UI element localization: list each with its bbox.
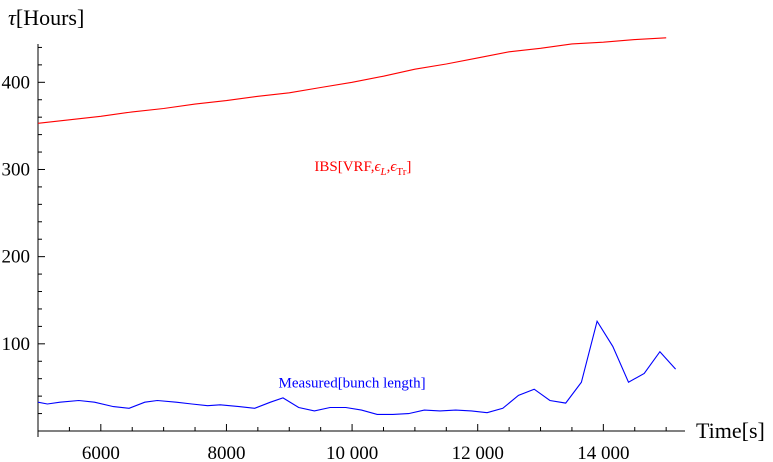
x-tick-label: 14 000 [577,443,629,462]
y-axis-title: τ[Hours] [8,5,84,30]
series-line-1 [37,319,677,415]
y-tick-label: 100 [2,334,31,355]
x-axis-title: Time[s] [696,418,765,443]
x-tick-label: 10 000 [326,443,378,462]
axes: 6000 8000 10 000 12 000 14 000 100 200 300 400 [2,44,685,462]
x-tick-label: 12 000 [452,443,504,462]
x-tick-label: 8000 [207,443,245,462]
x-tick-label: 6000 [82,443,120,462]
y-tick-label: 300 [2,159,31,180]
y-tick-label: 400 [2,72,31,93]
annotation-ibs: IBS[VRF,ϵL,ϵTr] [314,159,411,178]
series-layer [37,37,677,415]
annotation-measured: Measured[bunch length] [279,375,426,391]
y-tick-label: 200 [2,247,31,268]
annotations: IBS[VRF,ϵL,ϵTr] Measured[bunch length] [279,159,426,391]
series-line-0 [37,37,667,124]
